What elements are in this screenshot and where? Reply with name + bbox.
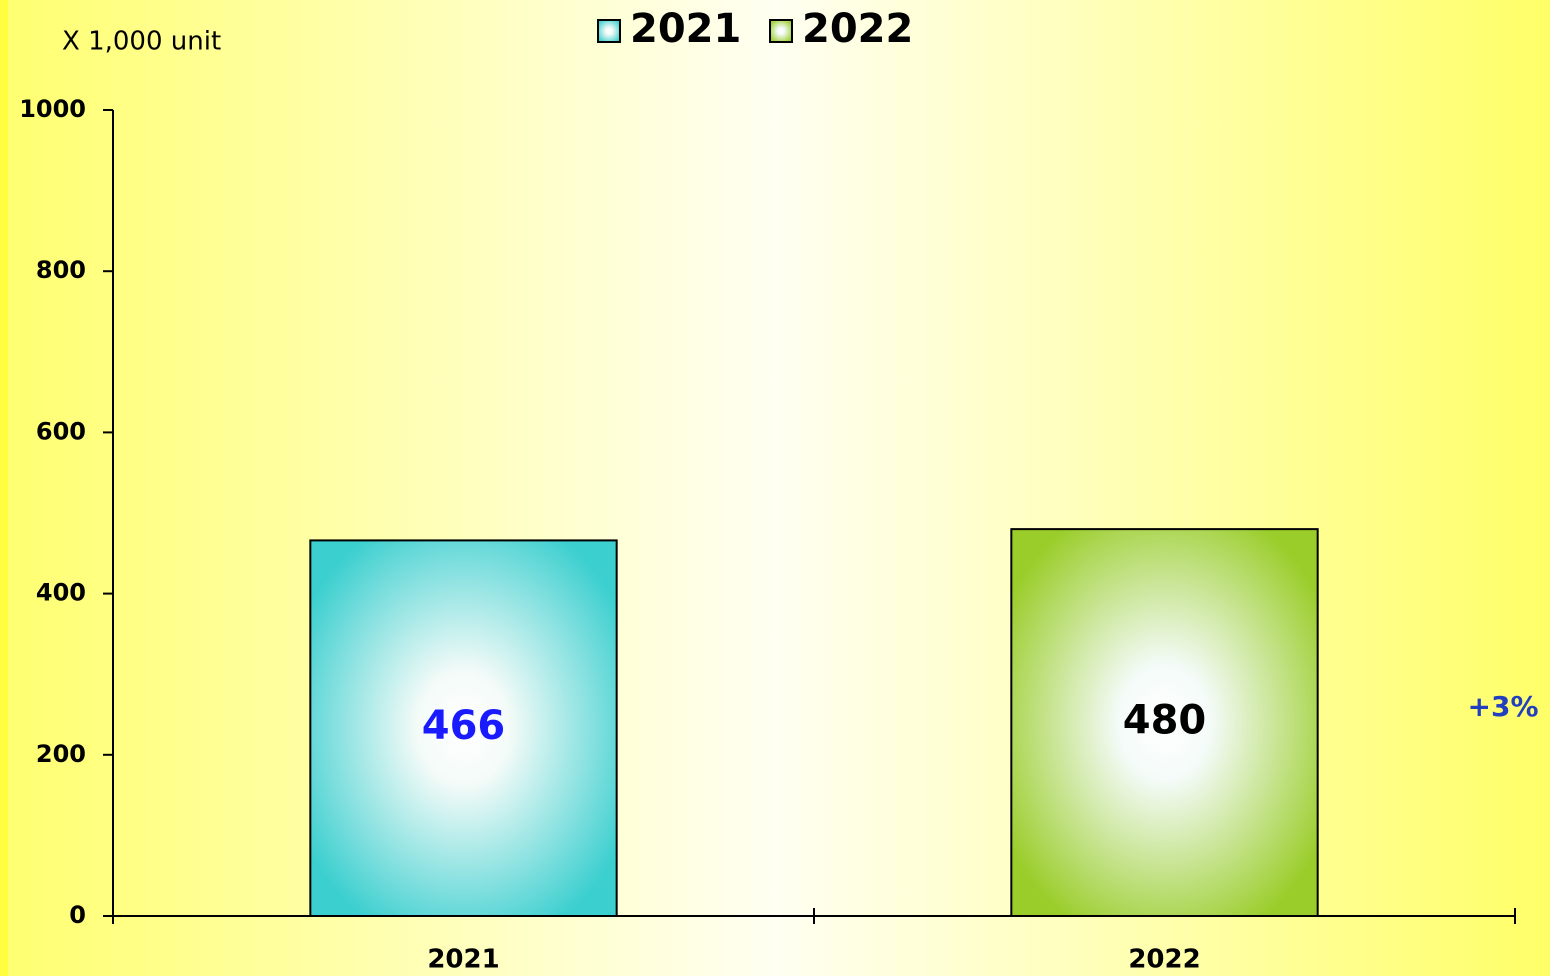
x-tick-label: 2021 [427,945,499,975]
y-tick-label: 600 [36,417,86,445]
legend-label: 2021 [630,6,741,52]
y-tick-label: 200 [36,740,86,768]
y-tick-label: 0 [69,901,86,929]
legend-label: 2022 [802,6,913,52]
left-strip [0,0,8,976]
value-label: 466 [422,703,506,749]
y-tick-label: 1000 [19,95,86,123]
annotation: +3% [1468,690,1539,723]
y-tick-label: 400 [36,579,86,607]
legend-swatch [597,19,621,43]
legend-swatch [769,19,793,43]
x-tick-label: 2022 [1128,945,1200,975]
bar [309,539,618,917]
y-tick-label: 800 [36,256,86,284]
bar [1010,528,1319,917]
value-label: 480 [1123,698,1207,744]
y-axis-label: X 1,000 unit [62,27,221,57]
